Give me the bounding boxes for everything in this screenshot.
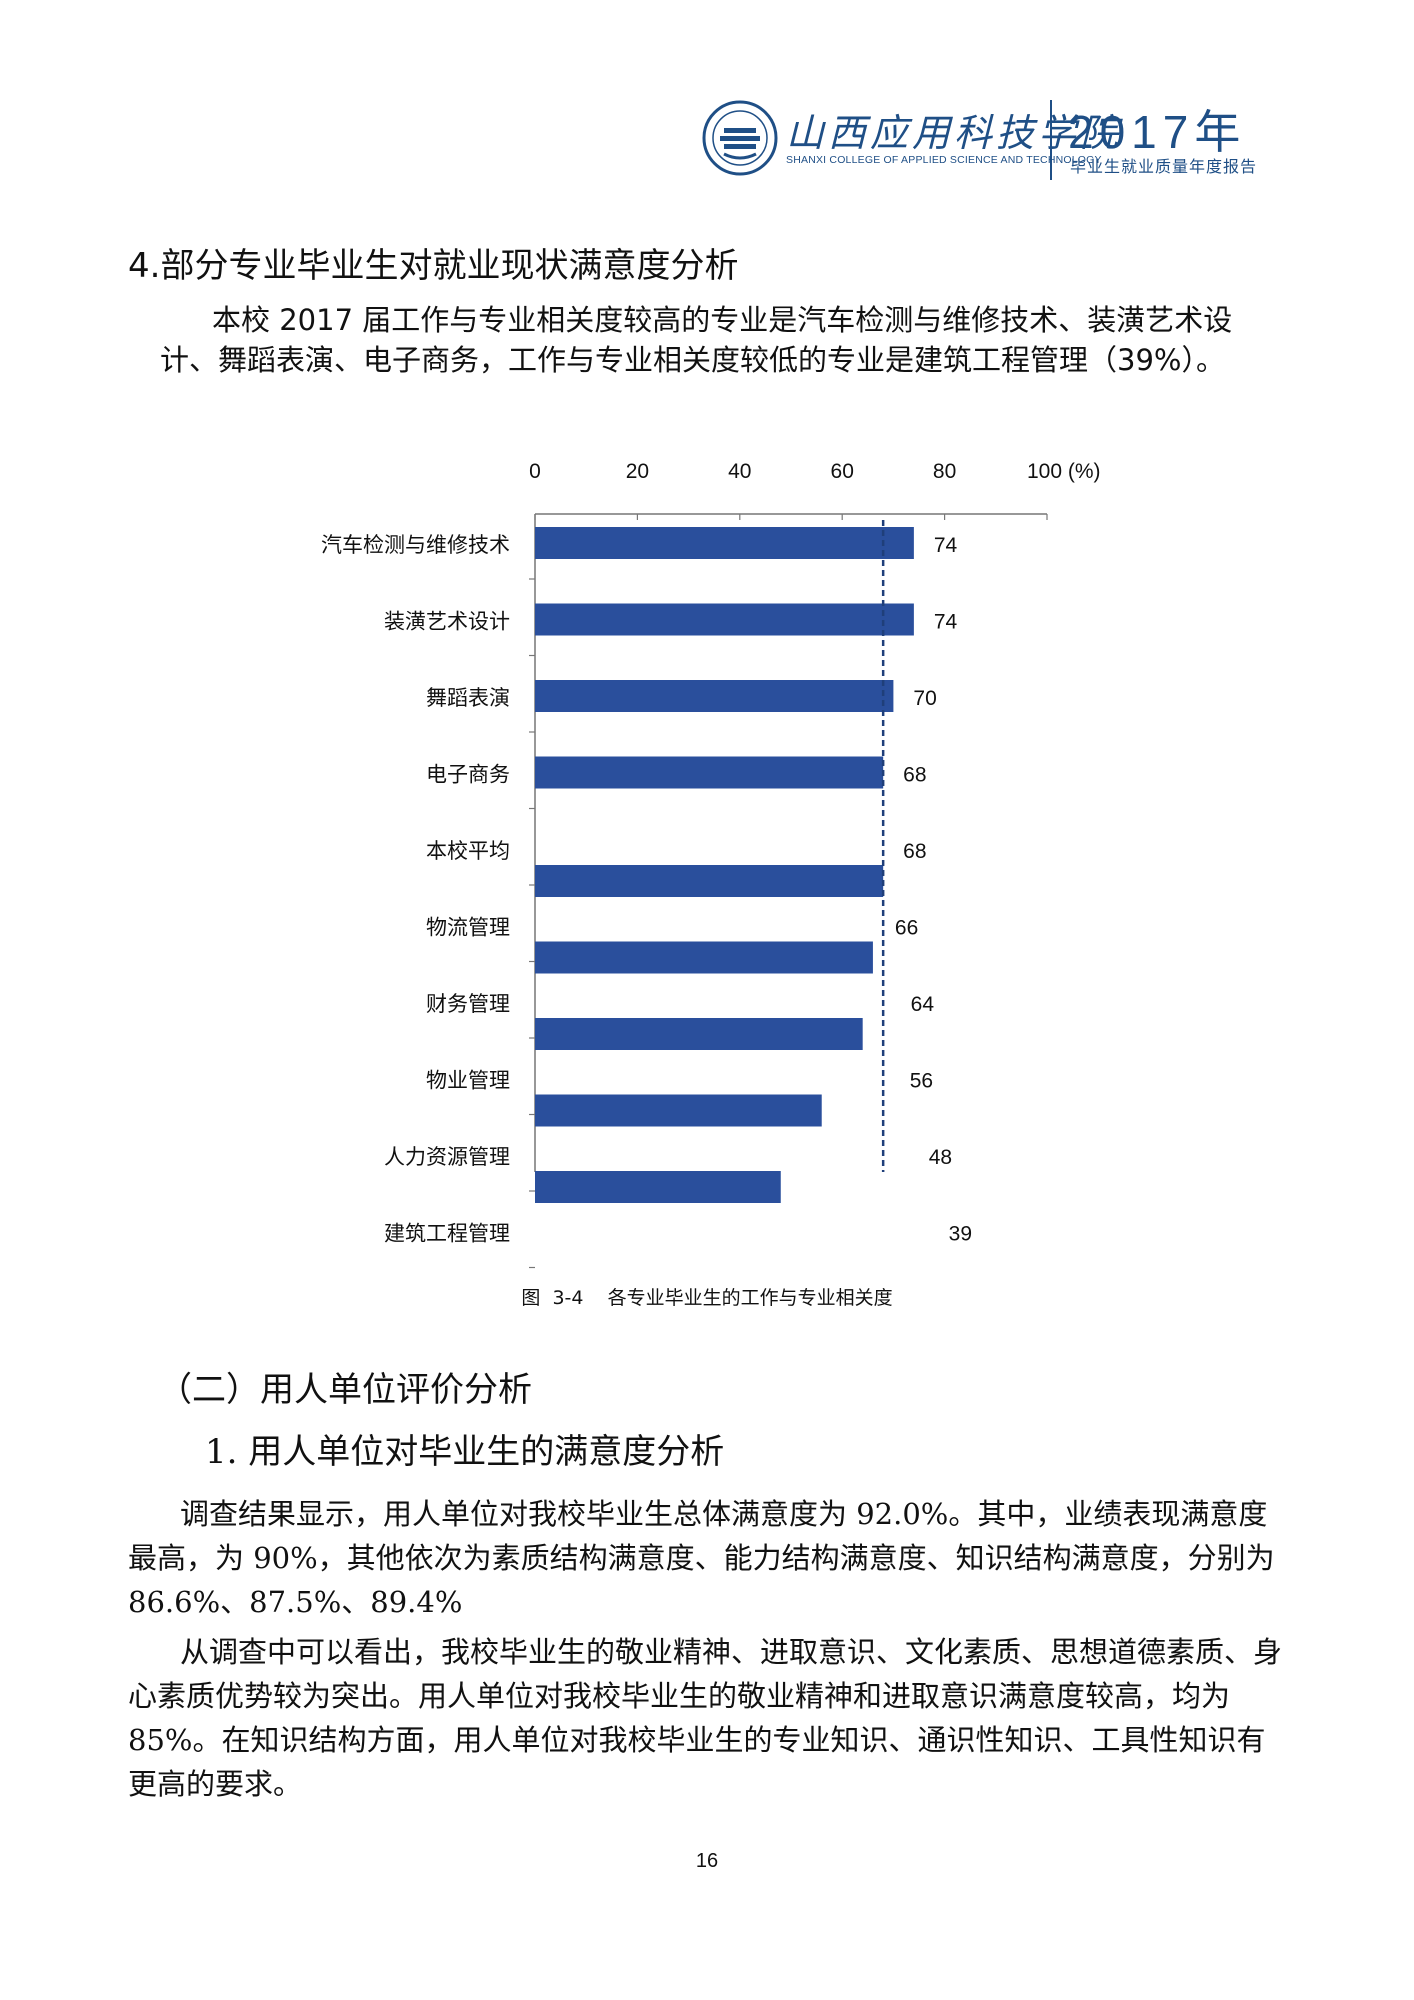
bar <box>535 941 873 974</box>
x-tick-label: 60 <box>831 460 854 483</box>
major-relevance-bar-chart: 0 20 40 60 80 100 (%) 汽车检测与维修技术装潢艺术设计舞蹈表演电子商务本… <box>321 460 1101 1269</box>
bar <box>535 1094 822 1127</box>
category-label: 电子商务 <box>426 764 510 787</box>
category-label: 建筑工程管理 <box>384 1223 510 1246</box>
bar <box>535 1171 781 1203</box>
bar <box>535 527 914 559</box>
header-logo: 山西应用科技学院 SHANXI COLLEGE OF APPLIED SCIEN… <box>702 96 1118 180</box>
category-label: 本校平均 <box>426 840 510 863</box>
category-label: 财务管理 <box>426 993 510 1016</box>
report-title: 毕业生就业质量年度报告 <box>1070 157 1258 176</box>
school-seal-icon <box>702 100 778 176</box>
figure-caption: 图 3-4 各专业毕业生的工作与专业相关度 <box>521 1287 893 1309</box>
bar-value-label: 70 <box>913 687 936 710</box>
bar-value-label: 68 <box>903 840 926 863</box>
bar-value-label: 56 <box>910 1070 933 1093</box>
x-tick-label: 40 <box>728 460 751 483</box>
category-label: 人力资源管理 <box>384 1146 510 1169</box>
report-year: 2017年 <box>1068 106 1247 158</box>
bar <box>535 680 894 712</box>
header-divider <box>1050 100 1052 180</box>
x-tick-label: 80 <box>933 460 956 483</box>
bar-value-label: 68 <box>903 764 926 787</box>
school-name-en: SHANXI COLLEGE OF APPLIED SCIENCE AND TE… <box>786 154 1102 166</box>
bar-value-label: 39 <box>949 1223 972 1246</box>
bar <box>535 1018 863 1050</box>
section2-paragraph-1: 调查结果显示，用人单位对我校毕业生总体满意度为 92.0%。其中，业绩表现满意度… <box>128 1497 1275 1619</box>
x-tick-label: 0 <box>529 460 541 483</box>
section2-subheading: 1. 用人单位对毕业生的满意度分析 <box>205 1432 725 1472</box>
category-label: 汽车检测与维修技术 <box>321 534 510 557</box>
section-paragraph: 本校 2017 届工作与专业相关度较高的专业是汽车检测与维修技术、装潢艺术设计、… <box>160 303 1233 377</box>
x-tick-label: 20 <box>626 460 649 483</box>
bar-value-label: 74 <box>934 611 958 634</box>
page-number: 16 <box>695 1850 719 1872</box>
bar-value-label: 64 <box>911 993 935 1016</box>
x-tick-label: 100 (%) <box>1027 460 1101 483</box>
bar <box>535 865 884 897</box>
bar-value-label: 66 <box>895 917 918 940</box>
category-label: 物流管理 <box>426 917 510 940</box>
bar <box>535 756 884 789</box>
bar <box>535 603 914 636</box>
category-label: 装潢艺术设计 <box>384 611 510 634</box>
section-heading: 4.部分专业毕业生对就业现状满意度分析 <box>128 246 739 286</box>
school-name-cn: 山西应用科技学院 <box>786 111 1123 155</box>
section2-heading: （二）用人单位评价分析 <box>158 1370 532 1410</box>
category-label: 物业管理 <box>426 1070 510 1093</box>
bar-value-label: 48 <box>929 1146 952 1169</box>
section2-paragraph-2: 从调查中可以看出，我校毕业生的敬业精神、进取意识、文化素质、思想道德素质、身心素… <box>128 1635 1283 1801</box>
category-label: 舞蹈表演 <box>426 687 510 710</box>
bar-value-label: 74 <box>934 534 958 557</box>
